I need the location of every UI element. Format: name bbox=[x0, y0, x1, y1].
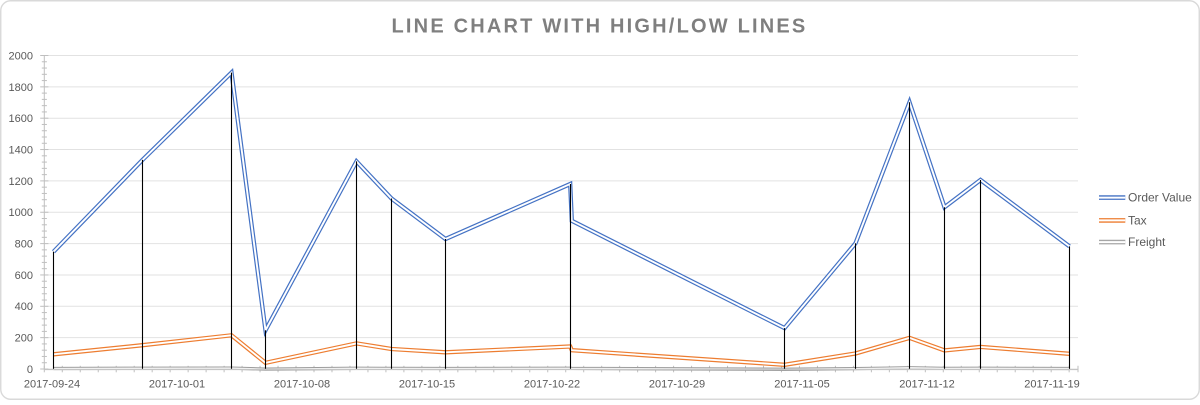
svg-text:800: 800 bbox=[15, 239, 33, 251]
svg-text:2000: 2000 bbox=[9, 50, 33, 62]
svg-text:1600: 1600 bbox=[9, 113, 33, 125]
svg-text:600: 600 bbox=[15, 270, 33, 282]
svg-text:2017-11-12: 2017-11-12 bbox=[899, 379, 954, 391]
svg-text:1000: 1000 bbox=[9, 207, 33, 219]
svg-text:Freight: Freight bbox=[1128, 235, 1166, 249]
svg-text:400: 400 bbox=[15, 301, 33, 313]
svg-text:2017-10-29: 2017-10-29 bbox=[649, 379, 705, 391]
svg-text:0: 0 bbox=[27, 364, 33, 376]
svg-text:1200: 1200 bbox=[9, 176, 33, 188]
svg-text:LINE CHART WITH HIGH/LOW LINES: LINE CHART WITH HIGH/LOW LINES bbox=[392, 15, 808, 37]
svg-text:Order Value: Order Value bbox=[1128, 191, 1192, 205]
svg-text:200: 200 bbox=[15, 333, 33, 345]
svg-text:2017-11-05: 2017-11-05 bbox=[774, 379, 829, 391]
svg-text:2017-11-19: 2017-11-19 bbox=[1024, 379, 1079, 391]
svg-text:Tax: Tax bbox=[1128, 213, 1147, 227]
svg-text:1800: 1800 bbox=[9, 82, 33, 94]
svg-text:2017-10-01: 2017-10-01 bbox=[149, 379, 205, 391]
svg-text:2017-10-22: 2017-10-22 bbox=[524, 379, 580, 391]
svg-text:1400: 1400 bbox=[9, 144, 33, 156]
svg-text:2017-09-24: 2017-09-24 bbox=[24, 379, 80, 391]
svg-text:2017-10-08: 2017-10-08 bbox=[274, 379, 330, 391]
svg-text:2017-10-15: 2017-10-15 bbox=[399, 379, 455, 391]
